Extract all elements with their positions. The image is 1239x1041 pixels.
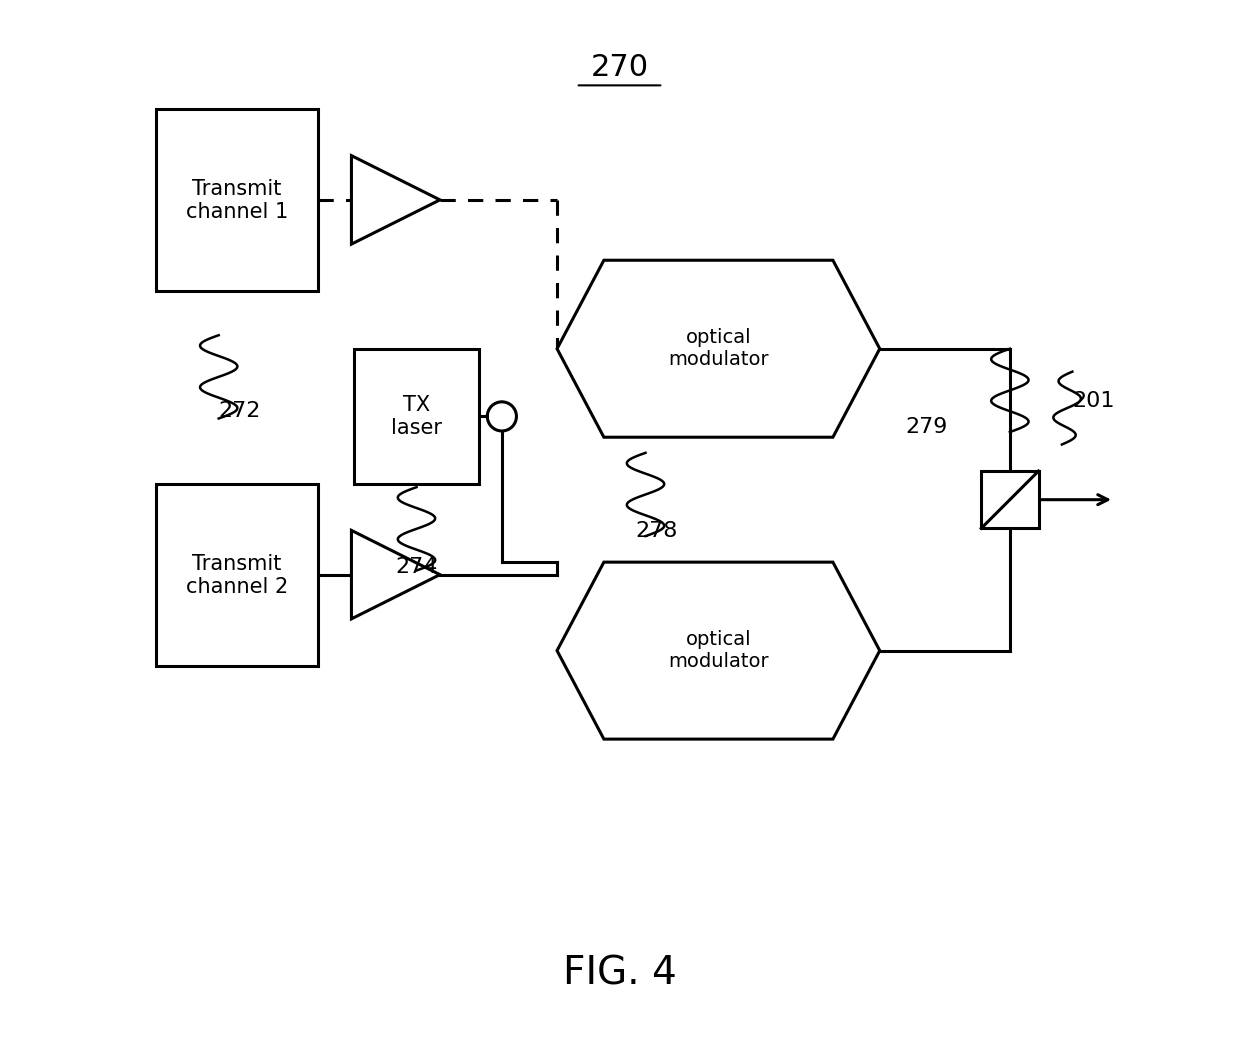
Bar	[156, 109, 317, 291]
Bar	[156, 484, 317, 666]
Polygon shape	[352, 156, 440, 244]
Polygon shape	[558, 260, 880, 437]
Text: 274: 274	[395, 557, 439, 578]
Polygon shape	[352, 531, 440, 618]
Text: 278: 278	[636, 520, 678, 541]
Polygon shape	[558, 562, 880, 739]
Text: TX
laser: TX laser	[392, 395, 442, 438]
Text: 201: 201	[1072, 390, 1115, 411]
Text: optical
modulator: optical modulator	[668, 630, 768, 671]
Text: FIG. 4: FIG. 4	[563, 955, 676, 992]
Text: 272: 272	[219, 401, 261, 422]
Text: Transmit
channel 2: Transmit channel 2	[186, 554, 287, 596]
Text: optical
modulator: optical modulator	[668, 328, 768, 370]
Text: 279: 279	[906, 416, 948, 437]
Text: Transmit
channel 1: Transmit channel 1	[186, 179, 287, 222]
Text: 270: 270	[591, 53, 648, 82]
Bar	[981, 471, 1038, 529]
Bar	[354, 349, 479, 484]
